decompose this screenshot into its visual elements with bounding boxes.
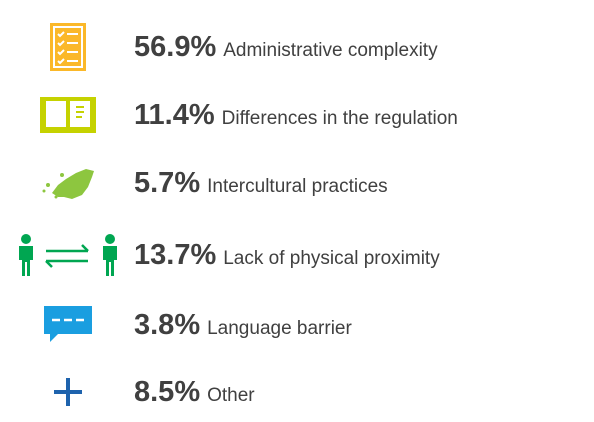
label: Intercultural practices (207, 175, 388, 197)
label: Administrative complexity (223, 39, 438, 61)
plus-icon (20, 362, 116, 422)
item: 8.5% Other (0, 362, 594, 422)
percentage: 3.8% (134, 308, 201, 341)
speech-bubble-icon (20, 295, 116, 355)
book-icon (20, 85, 116, 145)
label: Differences in the regulation (221, 107, 458, 129)
europe-map-icon (20, 153, 116, 213)
item: 3.8% Language barrier (0, 295, 594, 355)
item: 11.4% Differences in the regulation (0, 85, 594, 145)
item: 5.7% Intercultural practices (0, 153, 594, 213)
checklist-icon (20, 17, 116, 77)
item: 13.7% Lack of physical proximity (0, 225, 594, 285)
percentage: 56.9% (134, 30, 217, 63)
percentage: 13.7% (134, 238, 217, 271)
people-icon (10, 225, 126, 285)
label: Other (207, 384, 255, 406)
percentage: 11.4% (134, 98, 215, 131)
percentage: 5.7% (134, 166, 201, 199)
label: Lack of physical proximity (223, 247, 440, 269)
item: 56.9% Administrative complexity (0, 17, 594, 77)
percentage: 8.5% (134, 375, 201, 408)
label: Language barrier (207, 317, 352, 339)
